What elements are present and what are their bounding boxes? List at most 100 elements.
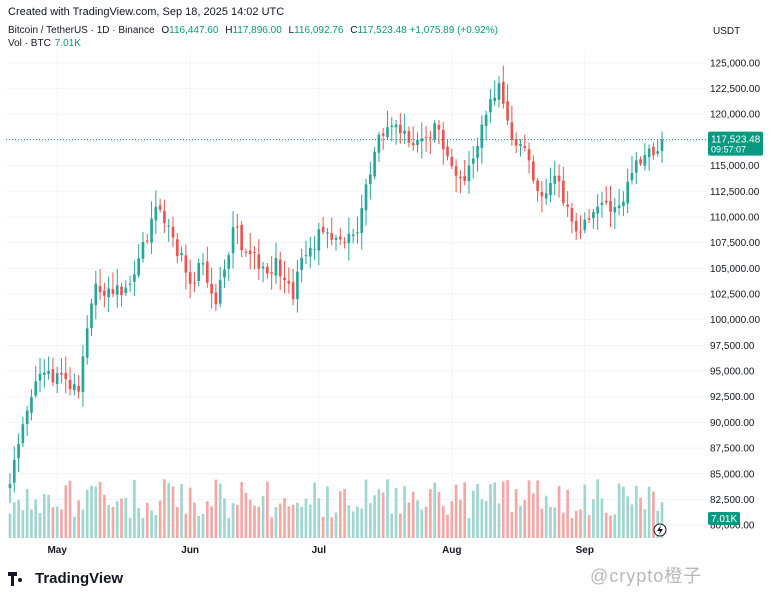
volume-bar <box>150 510 153 538</box>
volume-bar <box>467 517 471 538</box>
candle-body <box>334 237 338 240</box>
volume-bar <box>360 508 364 538</box>
candle-body <box>660 139 664 152</box>
price-tick-label: 115,000.00 <box>710 161 760 172</box>
time-tick-label: Jun <box>181 545 199 556</box>
volume-bar <box>368 503 372 538</box>
candle-body <box>180 253 183 256</box>
volume-bar <box>236 504 239 538</box>
candle-body <box>321 226 325 233</box>
candle-body <box>540 192 544 197</box>
volume-bar <box>540 508 544 538</box>
candle-body <box>236 226 239 228</box>
candle-body <box>81 356 85 392</box>
volume-bar <box>197 516 201 538</box>
candle-body <box>557 175 561 182</box>
volume-badge <box>708 512 740 525</box>
volume-bar <box>313 482 316 538</box>
volume-bar <box>60 509 63 538</box>
volume-bar <box>30 509 33 538</box>
candle-body <box>137 258 141 276</box>
volume-bar <box>115 501 119 538</box>
volume-bar <box>81 509 85 538</box>
volume-bar <box>154 515 158 538</box>
close-value: 117,523.48 <box>357 25 407 36</box>
volume-bar <box>519 506 522 538</box>
candle-body <box>433 123 436 140</box>
candle-body <box>592 212 595 219</box>
candle-body <box>613 207 617 213</box>
price-tick-label: 122,500.00 <box>710 84 760 95</box>
price-tick-label: 107,500.00 <box>710 238 760 249</box>
volume-bar <box>184 513 188 538</box>
volume-bar <box>377 489 381 538</box>
candle-body <box>94 283 98 306</box>
volume-bar <box>253 505 256 538</box>
candle-body <box>205 261 209 283</box>
candle-body <box>111 289 115 294</box>
volume-bar <box>437 492 441 538</box>
volume-bar <box>493 482 497 538</box>
volume-bar <box>424 506 428 538</box>
time-tick-label: Aug <box>442 545 461 556</box>
candle-body <box>583 219 587 231</box>
candle-body <box>570 207 574 222</box>
volume-bar <box>394 487 398 538</box>
candle-body <box>604 200 608 203</box>
candle-body <box>201 263 205 265</box>
candle-body <box>270 272 273 274</box>
tradingview-icon <box>8 571 30 586</box>
candle-body <box>514 139 518 146</box>
candle-body <box>437 124 441 130</box>
volume-bar <box>643 509 647 538</box>
candle-body <box>399 124 402 134</box>
candle-body <box>34 381 38 396</box>
candle-body <box>330 233 334 240</box>
volume-bar <box>214 479 218 538</box>
volume-bar <box>510 512 514 538</box>
volume-bar <box>308 504 312 538</box>
price-tick-label: 80,000.00 <box>710 521 755 532</box>
volume-bar <box>210 506 213 538</box>
candle-body <box>549 183 552 196</box>
candle-body <box>17 443 20 459</box>
candle-body <box>30 397 33 413</box>
candle-body <box>308 247 312 257</box>
volume-bar <box>411 491 415 538</box>
volume-bar <box>163 479 166 538</box>
candle-body <box>626 181 630 204</box>
volume-bar <box>399 513 402 538</box>
candle-body <box>317 229 321 251</box>
volume-bar <box>103 494 106 538</box>
volume-bar <box>433 482 436 538</box>
candle-body <box>163 210 166 224</box>
volume-bar <box>476 483 479 538</box>
candle-body <box>98 285 102 293</box>
candle-body <box>300 258 304 271</box>
volume-bar <box>274 507 278 538</box>
volume-bar <box>622 486 625 538</box>
candle-body <box>257 254 261 269</box>
candle-body <box>647 148 651 158</box>
currency-label[interactable]: USDT <box>713 26 741 37</box>
candle-body <box>373 151 376 177</box>
volume-bar <box>557 486 561 538</box>
high-value: 117,896.00 <box>232 25 282 36</box>
candle-body <box>107 288 110 297</box>
volume-bar <box>347 505 351 538</box>
candle-body <box>386 127 389 138</box>
brand-name: TradingView <box>35 570 124 587</box>
candle-body <box>630 173 634 181</box>
candle-body <box>480 124 484 148</box>
volume-bar <box>201 513 205 538</box>
volume-bar <box>330 517 334 538</box>
volume-bar <box>193 502 196 538</box>
volume-bar <box>175 507 179 538</box>
volume-bar <box>296 502 299 538</box>
candle-body <box>536 180 539 191</box>
volume-bar <box>587 515 591 538</box>
candle-body <box>21 424 25 444</box>
candle-body <box>531 161 535 181</box>
tradingview-logo[interactable]: TradingView <box>8 570 123 587</box>
